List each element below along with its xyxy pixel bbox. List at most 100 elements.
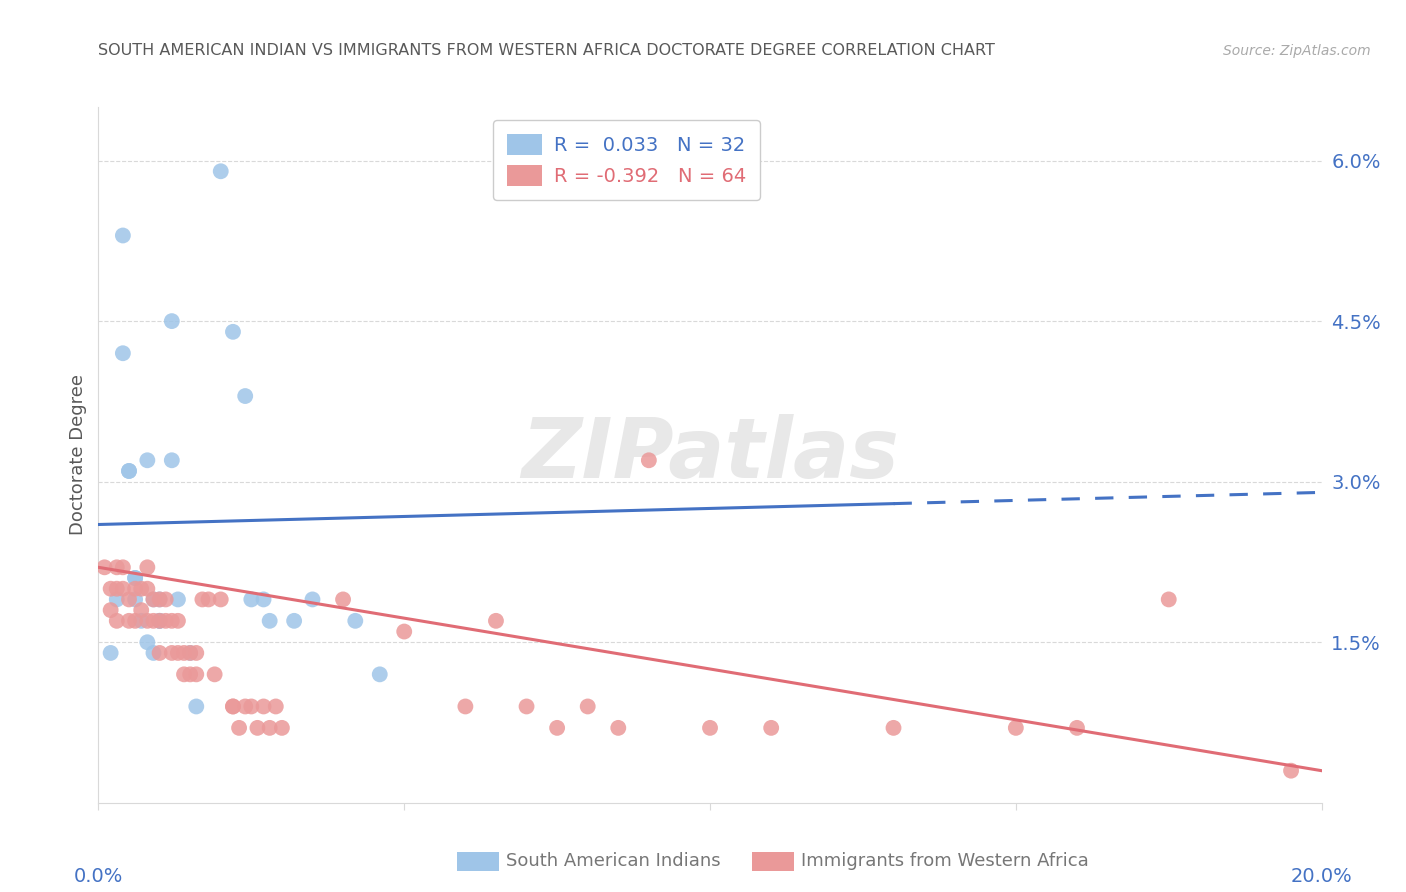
Point [301,592,323,607]
Point [160,453,183,467]
Point [136,614,159,628]
Point [167,646,190,660]
Point [160,314,183,328]
Point [368,667,391,681]
Point [149,592,172,607]
Point [142,646,165,660]
Point [485,614,508,628]
Point [155,592,177,607]
Point [118,592,141,607]
Point [246,721,269,735]
Point [546,721,568,735]
Point [1066,721,1088,735]
Point [516,699,538,714]
Point [160,646,183,660]
Point [252,592,274,607]
Point [100,582,122,596]
Point [222,325,245,339]
Point [259,721,281,735]
Point [149,614,172,628]
Point [136,582,159,596]
Text: South American Indians: South American Indians [506,852,721,870]
Point [100,646,122,660]
Point [179,646,201,660]
Point [222,699,245,714]
Point [149,614,172,628]
Point [454,699,477,714]
Point [142,614,165,628]
Point [186,667,208,681]
Point [240,592,263,607]
Point [191,592,214,607]
Text: ZIPatlas: ZIPatlas [522,415,898,495]
Point [1004,721,1026,735]
Point [111,228,134,243]
Point [209,592,232,607]
Point [186,699,208,714]
Point [149,614,172,628]
Point [142,592,165,607]
Point [129,603,152,617]
Point [142,592,165,607]
Point [118,614,141,628]
Text: Source: ZipAtlas.com: Source: ZipAtlas.com [1223,44,1371,58]
Point [252,699,274,714]
Point [179,646,201,660]
Point [332,592,354,607]
Text: Immigrants from Western Africa: Immigrants from Western Africa [801,852,1090,870]
Point [129,582,152,596]
Point [1157,592,1180,607]
Point [111,582,134,596]
Point [111,346,134,360]
Point [259,614,281,628]
Point [167,614,190,628]
Point [233,699,256,714]
Point [93,560,115,574]
Point [100,603,122,617]
Point [759,721,782,735]
Point [124,582,146,596]
Point [173,667,195,681]
Point [155,614,177,628]
Point [136,635,159,649]
Point [240,699,263,714]
Point [124,592,146,607]
Point [105,582,128,596]
Point [228,721,250,735]
Point [1279,764,1302,778]
Point [136,560,159,574]
Point [233,389,256,403]
Point [149,592,172,607]
Point [270,721,292,735]
Point [129,614,152,628]
Point [111,560,134,574]
Point [149,646,172,660]
Point [105,592,128,607]
Point [105,614,128,628]
Point [883,721,905,735]
Text: 20.0%: 20.0% [1291,867,1353,886]
Point [186,646,208,660]
Point [392,624,416,639]
Point [124,571,146,585]
Point [209,164,232,178]
Point [179,667,201,681]
Point [699,721,721,735]
Text: SOUTH AMERICAN INDIAN VS IMMIGRANTS FROM WESTERN AFRICA DOCTORATE DEGREE CORRELA: SOUTH AMERICAN INDIAN VS IMMIGRANTS FROM… [98,43,995,58]
Text: 0.0%: 0.0% [73,867,124,886]
Point [576,699,599,714]
Point [607,721,630,735]
Legend: R =  0.033   N = 32, R = -0.392   N = 64: R = 0.033 N = 32, R = -0.392 N = 64 [494,120,759,200]
Point [118,464,141,478]
Point [160,614,183,628]
Point [222,699,245,714]
Point [136,453,159,467]
Point [637,453,661,467]
Point [173,646,195,660]
Y-axis label: Doctorate Degree: Doctorate Degree [69,375,87,535]
Point [283,614,305,628]
Point [118,464,141,478]
Point [264,699,287,714]
Point [105,560,128,574]
Point [167,592,190,607]
